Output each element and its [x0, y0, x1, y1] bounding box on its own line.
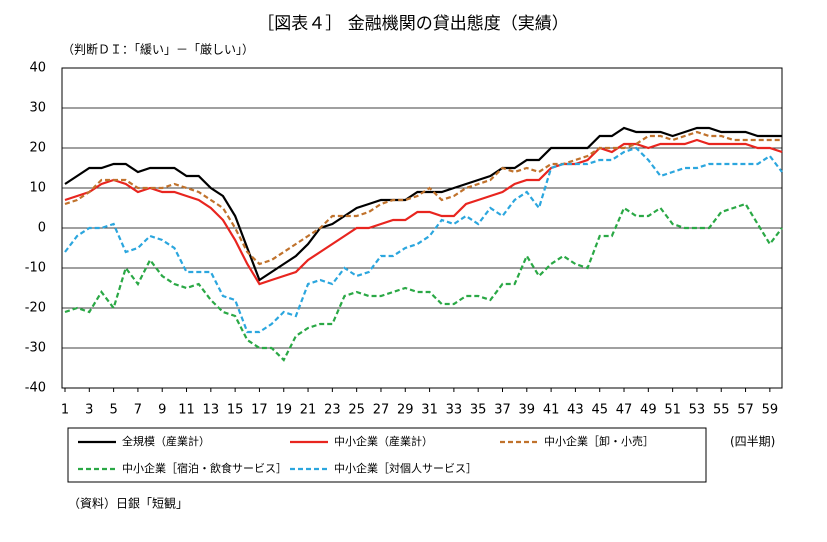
x-tick-label: 59: [762, 403, 779, 418]
x-tick-label: 21: [300, 403, 317, 418]
x-tick-label: 11: [178, 403, 195, 418]
chart-title: ［図表４］ 金融機関の貸出態度（実績）: [257, 14, 568, 34]
source: （資料）日銀「短観」: [68, 497, 188, 511]
x-tick-label: 27: [373, 403, 390, 418]
x-tick-label: 23: [324, 403, 341, 418]
x-tick-label: 43: [567, 403, 584, 418]
x-tick-label: 57: [737, 403, 754, 418]
x-tick-label: 53: [689, 403, 706, 418]
x-tick-label: 41: [543, 403, 560, 418]
y-tick-label: 10: [29, 181, 46, 196]
x-tick-label: 31: [421, 403, 438, 418]
x-tick-label: 51: [664, 403, 681, 418]
x-tick-label: 39: [519, 403, 536, 418]
x-tick-label: 35: [470, 403, 487, 418]
series-line: [64, 126, 782, 282]
legend-label: 中小企業（産業計）: [334, 434, 433, 448]
x-tick-label: 5: [109, 403, 117, 418]
y-tick-label: 30: [29, 101, 46, 116]
legend-label: 中小企業［卸・小売］: [544, 434, 654, 448]
x-tick-label: 49: [640, 403, 657, 418]
x-tick-label: 47: [616, 403, 633, 418]
x-tick-label: 3: [85, 403, 93, 418]
y-tick-label: -30: [25, 341, 46, 356]
x-tick-label: 33: [446, 403, 463, 418]
legend-box: [67, 427, 707, 483]
x-tick-label: 17: [251, 403, 268, 418]
series-line: [64, 138, 783, 286]
x-tick-label: 45: [591, 403, 608, 418]
x-tick-label: 37: [494, 403, 511, 418]
x-tick-label: 1: [61, 403, 69, 418]
series-line: [64, 202, 783, 362]
x-tick-label: 13: [203, 403, 220, 418]
x-tick-label: 15: [227, 403, 244, 418]
subtitle: （判断ＤＩ：「緩い」－「厳しい」）: [62, 42, 254, 57]
x-unit: (四半期): [730, 435, 775, 449]
legend-label: 全規模（産業計）: [122, 434, 210, 448]
y-tick-label: 0: [38, 221, 46, 236]
legend-label: 中小企業［対個人サービス］: [334, 461, 477, 475]
y-tick-label: 40: [29, 61, 46, 76]
x-tick-label: 19: [275, 403, 292, 418]
y-tick-label: -20: [25, 301, 46, 316]
y-tick-label: -40: [25, 381, 46, 396]
y-tick-label: 20: [29, 141, 46, 156]
x-tick-label: 25: [348, 403, 365, 418]
x-tick-label: 55: [713, 403, 730, 418]
x-tick-label: 7: [134, 403, 142, 418]
y-tick-label: -10: [25, 261, 46, 276]
x-tick-label: 29: [397, 403, 414, 418]
series-line: [64, 130, 782, 266]
legend-label: 中小企業［宿泊・飲食サービス］: [122, 461, 287, 475]
series-line: [64, 146, 783, 334]
x-tick-label: 9: [158, 403, 166, 418]
